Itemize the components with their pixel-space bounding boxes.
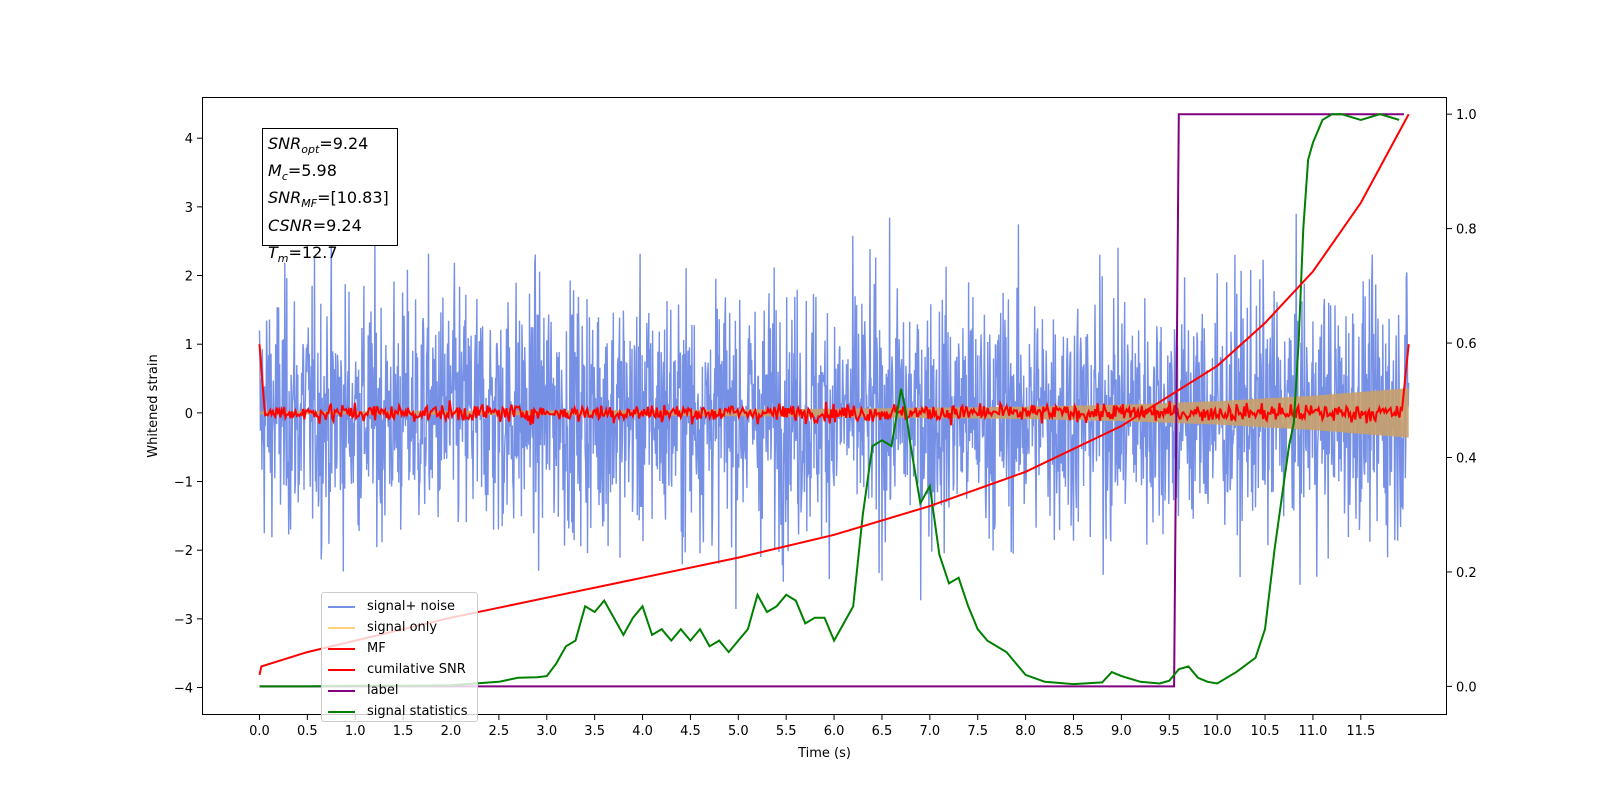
legend-label: MF xyxy=(367,641,386,656)
x-tick-label: 2.0 xyxy=(441,724,462,739)
legend-swatch xyxy=(328,710,355,713)
x-tick-label: 9.5 xyxy=(1159,724,1180,739)
legend-label: cumilative SNR xyxy=(367,662,466,677)
x-tick-label: 10.0 xyxy=(1203,724,1232,739)
x-tick-label: 11.0 xyxy=(1298,724,1327,739)
legend-swatch xyxy=(328,689,355,692)
x-tick-label: 5.5 xyxy=(776,724,797,739)
x-tick-label: 3.5 xyxy=(584,724,605,739)
y-tick-label: −1 xyxy=(174,476,193,491)
legend-item: label xyxy=(328,680,471,701)
series-signal-noise-line xyxy=(258,213,1410,610)
x-tick-label: 6.5 xyxy=(872,724,893,739)
y-tick-label: 2 xyxy=(185,270,193,285)
y-tick-label: −4 xyxy=(174,682,193,697)
series-mf-line xyxy=(258,344,1410,426)
legend-swatch xyxy=(328,626,355,629)
annotation-chirp-mass: Mc=5.98 xyxy=(268,161,337,184)
legend-item: signal only xyxy=(328,617,471,638)
y2-tick-label: 0.0 xyxy=(1456,680,1477,695)
legend-item: MF xyxy=(328,638,471,659)
annotation-snr-mf: SNRMF=[10.83] xyxy=(268,188,389,211)
x-tick-label: 8.5 xyxy=(1063,724,1084,739)
legend: signal+ noise signal only MF cumilative … xyxy=(321,592,478,722)
x-tick-label: 7.5 xyxy=(967,724,988,739)
y-tick-label: 3 xyxy=(185,201,193,216)
series-label-line xyxy=(259,113,1404,688)
legend-item: signal statistics xyxy=(328,701,471,722)
x-tick-label: 2.5 xyxy=(489,724,510,739)
x-tick-label: 6.0 xyxy=(824,724,845,739)
x-tick-label: 9.0 xyxy=(1111,724,1132,739)
legend-label: signal only xyxy=(367,620,438,635)
x-tick-label: 5.0 xyxy=(728,724,749,739)
x-tick-label: 10.5 xyxy=(1251,724,1280,739)
legend-item: cumilative SNR xyxy=(328,659,471,680)
annotation-box: SNRopt=9.24 Mc=5.98 SNRMF=[10.83] CSNR=9… xyxy=(262,128,398,265)
legend-item: signal+ noise xyxy=(328,596,471,617)
plot-frame xyxy=(202,97,1447,715)
x-tick-label: 11.5 xyxy=(1346,724,1375,739)
y2-tick-label: 0.4 xyxy=(1456,452,1477,467)
x-tick-label: 0.0 xyxy=(249,724,270,739)
y-tick-label: 4 xyxy=(185,132,193,147)
annotation-snr-opt: SNRopt=9.24 xyxy=(268,134,369,157)
x-tick-label: 1.0 xyxy=(345,724,366,739)
y-tick-label: 0 xyxy=(185,407,193,422)
x-tick-label: 4.5 xyxy=(680,724,701,739)
x-tick-label: 4.0 xyxy=(632,724,653,739)
x-tick-label: 8.0 xyxy=(1015,724,1036,739)
y2-tick-label: 0.6 xyxy=(1456,337,1477,352)
y2-tick-label: 0.8 xyxy=(1456,223,1477,238)
y-axis-label: Whitened strain xyxy=(146,354,161,457)
legend-label: signal+ noise xyxy=(367,599,456,614)
y-tick-label: −2 xyxy=(174,544,193,559)
y-tick-label: −3 xyxy=(174,613,193,628)
legend-swatch xyxy=(328,668,355,671)
legend-label: signal statistics xyxy=(367,704,468,719)
x-tick-label: 3.0 xyxy=(536,724,557,739)
series-signal-statistics-line xyxy=(259,113,1400,688)
y2-tick-label: 1.0 xyxy=(1456,108,1477,123)
legend-swatch xyxy=(328,647,355,650)
annotation-csnr: CSNR=9.24 xyxy=(268,215,362,235)
x-tick-label: 0.5 xyxy=(297,724,318,739)
x-axis-label: Time (s) xyxy=(797,746,851,761)
y-tick-label: 1 xyxy=(185,338,193,353)
annotation-tm: Tm=12.7 xyxy=(268,242,338,265)
legend-label: label xyxy=(367,683,399,698)
y2-tick-label: 0.2 xyxy=(1456,566,1477,581)
x-tick-label: 1.5 xyxy=(393,724,414,739)
legend-swatch xyxy=(328,605,355,608)
x-tick-label: 7.0 xyxy=(920,724,941,739)
